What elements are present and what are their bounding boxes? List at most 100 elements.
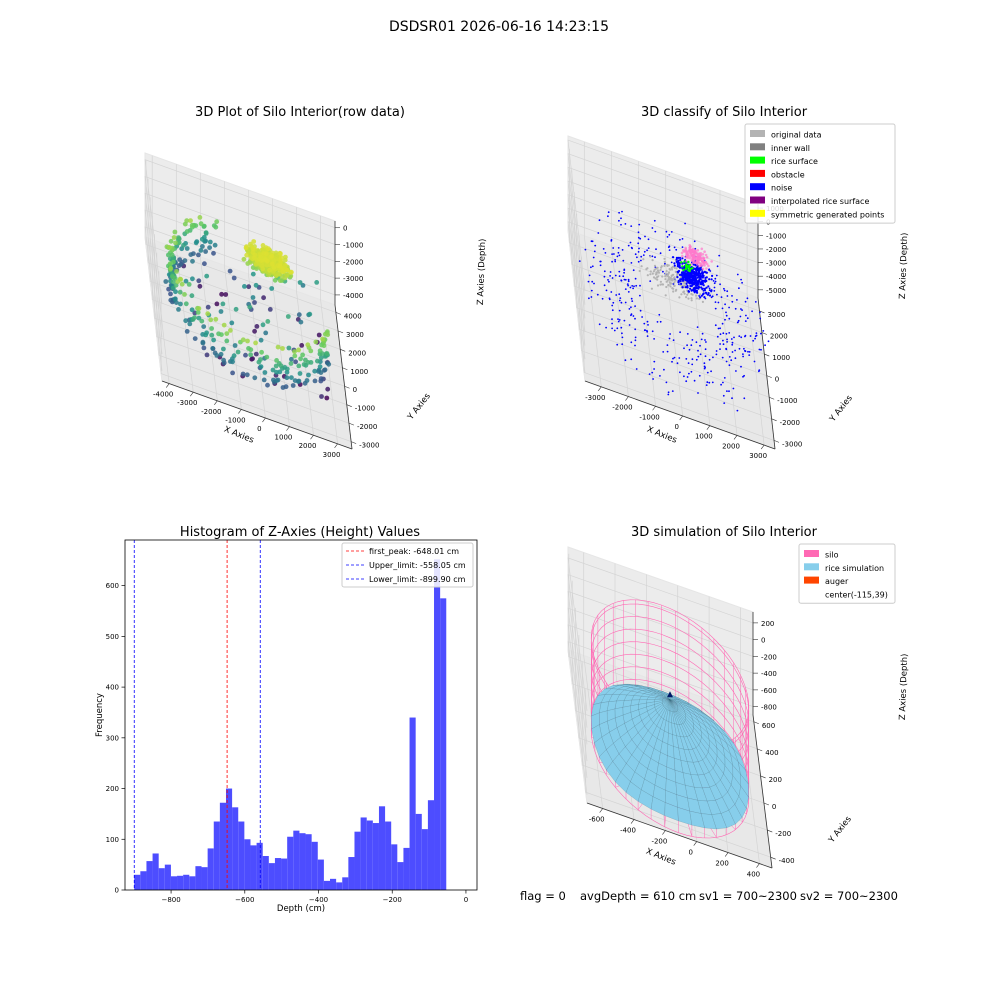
- original-point: [671, 278, 675, 281]
- original-point: [651, 259, 654, 262]
- noise-point: [607, 215, 609, 218]
- scatter-point: [178, 277, 184, 282]
- interpolated-point: [704, 260, 708, 264]
- noise-point: [634, 336, 637, 339]
- noise-point: [646, 330, 649, 333]
- noise-point: [637, 242, 640, 245]
- original-point: [667, 284, 670, 287]
- scatter-point: [243, 352, 248, 358]
- noise-point: [670, 261, 673, 264]
- original-point: [653, 268, 656, 271]
- noise-point: [730, 359, 733, 362]
- status-line: flag = 0 avgDepth = 610 cm sv1 = 700~230…: [520, 889, 898, 903]
- x-tick: [598, 386, 602, 392]
- noise-point: [760, 332, 762, 335]
- x-tick-label: −200: [383, 896, 402, 904]
- scatter-point: [189, 222, 195, 228]
- x-tick-label: −400: [309, 896, 328, 904]
- original-point: [690, 297, 693, 300]
- scatter-point: [184, 218, 190, 224]
- scatter-point: [240, 337, 246, 343]
- z-tick-label: 200: [761, 620, 774, 628]
- interpolated-point: [700, 247, 704, 251]
- scatter-point: [182, 292, 187, 297]
- legend-swatch: [804, 576, 819, 584]
- y-tick-label: 500: [106, 633, 119, 641]
- scatter-point: [247, 304, 253, 310]
- original-point: [666, 274, 669, 277]
- histogram-bar: [409, 717, 416, 890]
- noise-point: [742, 353, 744, 355]
- noise-point: [759, 311, 761, 314]
- interpolated-point: [703, 264, 706, 267]
- noise-point: [705, 341, 707, 343]
- scatter-point: [253, 340, 258, 346]
- scatter-point: [313, 339, 319, 345]
- scatter-point: [307, 311, 313, 317]
- scatter-point: [201, 345, 207, 351]
- y-tick-label: -200: [775, 830, 791, 838]
- noise-point: [578, 260, 581, 262]
- z-gridline: [567, 557, 754, 711]
- scatter-point: [250, 295, 256, 300]
- y-axis-line: [752, 714, 773, 869]
- noise-point: [742, 355, 744, 358]
- scatter-point: [168, 291, 173, 297]
- noise-point: [648, 373, 651, 375]
- noise-point: [643, 322, 646, 325]
- noise-point: [675, 260, 678, 263]
- original-point: [669, 268, 672, 271]
- classify-3d-panel: -3000 -2000 -1000 0 1000 2000 3000 -3000 -2000 -1…: [567, 105, 910, 460]
- scatter-point: [244, 252, 250, 258]
- rice-surface-point: [682, 268, 685, 272]
- noise-point: [706, 371, 709, 374]
- scatter-point: [231, 275, 237, 281]
- noise-point: [744, 334, 747, 337]
- scatter-point: [273, 250, 279, 256]
- z-gridline: [567, 574, 754, 728]
- noise-point: [692, 263, 695, 266]
- noise-point: [639, 284, 641, 287]
- noise-point: [708, 287, 711, 290]
- original-point: [673, 284, 676, 287]
- interpolated-point: [699, 258, 702, 261]
- noise-point: [623, 319, 626, 322]
- original-point: [672, 290, 675, 293]
- histogram-bar: [323, 880, 331, 890]
- interpolated-point: [701, 253, 705, 256]
- noise-point: [621, 210, 623, 213]
- scatter-point: [261, 295, 266, 301]
- noise-point: [668, 249, 671, 252]
- scatter-point: [244, 372, 250, 378]
- noise-point: [694, 287, 697, 290]
- y-gridline: [156, 252, 347, 406]
- y-tick: [340, 349, 346, 352]
- original-point: [669, 282, 672, 285]
- x-tick-label: -2000: [612, 404, 632, 412]
- scatter-point: [314, 280, 320, 285]
- noise-point: [653, 360, 656, 363]
- noise-point: [735, 370, 737, 372]
- scatter-point: [203, 332, 209, 338]
- data-points: [578, 210, 770, 412]
- y-tick: [757, 748, 763, 752]
- histogram-bar: [281, 858, 288, 890]
- scatter-point: [253, 282, 259, 288]
- noise-point: [611, 327, 613, 330]
- noise-point: [638, 247, 640, 250]
- noise-point: [693, 270, 696, 273]
- z-tick-label: -800: [761, 704, 777, 712]
- noise-point: [679, 238, 681, 241]
- noise-point: [611, 260, 613, 263]
- flag-status: flag = 0: [520, 889, 566, 903]
- y-tick-label: 200: [106, 785, 119, 793]
- y-axis-line: [757, 297, 776, 450]
- legend-label: inner wall: [771, 144, 810, 153]
- noise-point: [714, 280, 717, 283]
- histogram-bar: [232, 807, 239, 890]
- scatter-point: [200, 244, 205, 249]
- y-tick-label: 2000: [770, 333, 788, 341]
- noise-point: [699, 353, 702, 356]
- original-point: [649, 255, 652, 258]
- noise-point: [721, 356, 724, 359]
